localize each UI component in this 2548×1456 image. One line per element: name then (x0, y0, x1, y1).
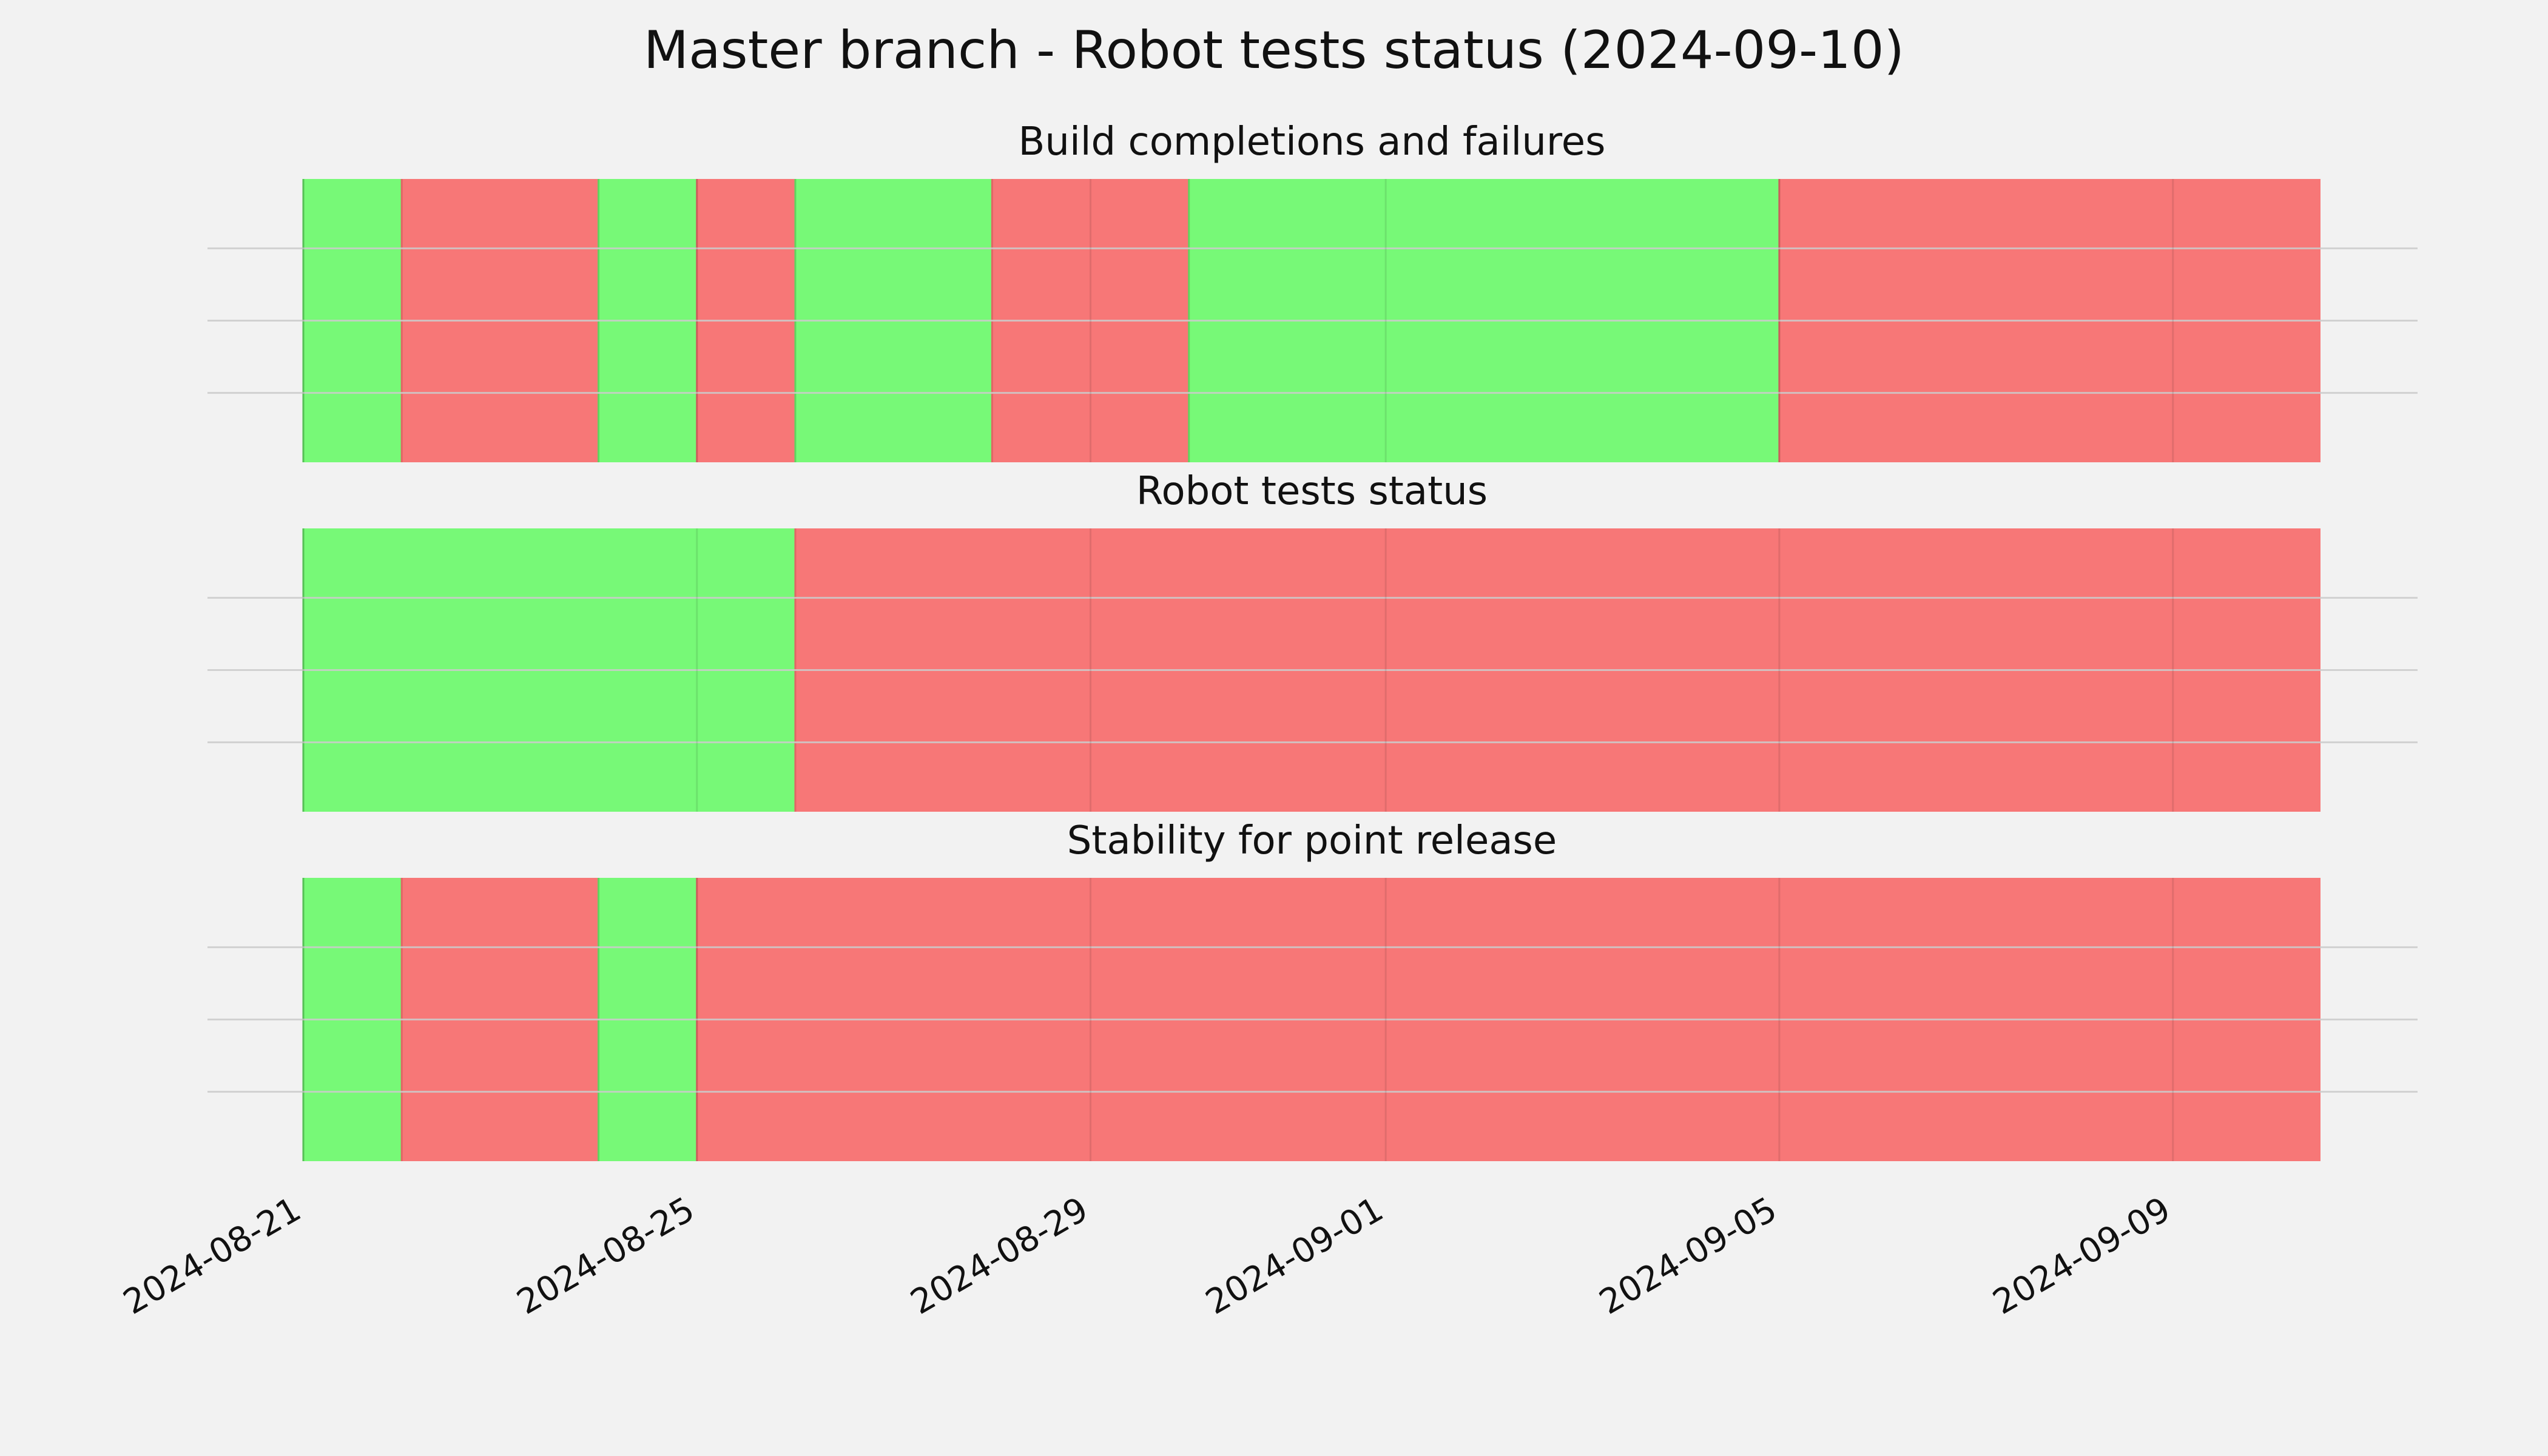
panel: Robot tests status (207, 469, 2418, 812)
panel-title: Build completions and failures (1019, 120, 1606, 164)
panel-title: Stability for point release (1067, 818, 1557, 863)
panel: Build completions and failures (207, 120, 2418, 462)
panel: Stability for point release (207, 818, 2418, 1161)
panel-title: Robot tests status (1136, 469, 1488, 514)
chart-panels: Build completions and failures Robot test… (207, 120, 2418, 1161)
chart-title: Master branch - Robot tests status (2024… (644, 20, 1904, 81)
